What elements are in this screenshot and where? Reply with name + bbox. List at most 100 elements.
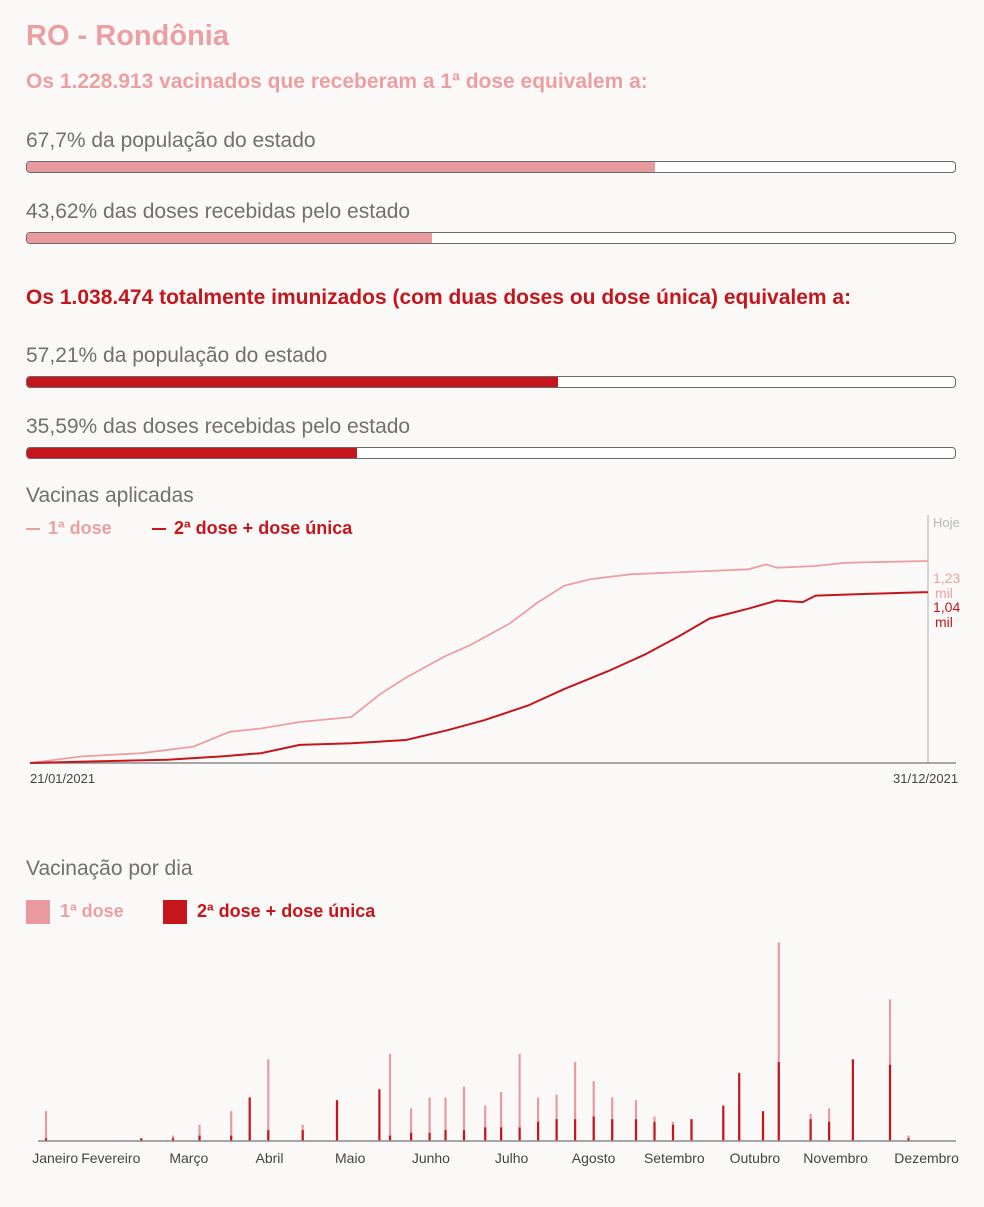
bar-first-dose xyxy=(555,1094,558,1141)
full-doses-label: 35,59% das doses recebidas pelo estado xyxy=(26,415,411,438)
bar-second-dose xyxy=(592,1116,595,1141)
month-label: Novembro xyxy=(803,1150,868,1166)
bar-second-dose xyxy=(851,1059,854,1141)
bar-second-dose xyxy=(537,1121,540,1141)
bar-second-dose xyxy=(378,1089,381,1141)
month-label: Março xyxy=(169,1150,208,1166)
legend-line-first-icon xyxy=(26,528,40,531)
x-tick-start: 21/01/2021 xyxy=(30,771,95,786)
bar-second-dose xyxy=(907,1138,910,1141)
bar-second-dose xyxy=(267,1130,270,1141)
cumulative-legend-second: 2ª dose + dose única xyxy=(152,518,352,539)
month-label: Agosto xyxy=(572,1150,616,1166)
first-dose-doses-label: 43,62% das doses recebidas pelo estado xyxy=(26,200,411,223)
bar-second-dose xyxy=(809,1119,812,1141)
bar-first-dose xyxy=(410,1108,413,1141)
bar-second-dose xyxy=(518,1127,521,1141)
bar-second-dose xyxy=(484,1127,487,1141)
bar-first-dose xyxy=(484,1105,487,1141)
bar-first-dose xyxy=(592,1081,595,1141)
first-dose-doses-bar xyxy=(26,232,956,244)
first-dose-headline: Os 1.228.913 vacinados que receberam a 1… xyxy=(26,70,648,93)
bar-first-dose xyxy=(907,1135,910,1141)
bar-second-dose xyxy=(44,1138,48,1141)
bar-second-dose xyxy=(722,1105,725,1141)
legend-line-second-icon xyxy=(152,528,166,531)
bar-second-dose xyxy=(230,1135,233,1141)
bar-first-dose xyxy=(198,1124,201,1141)
bar-first-dose xyxy=(574,1062,577,1141)
daily-bar-chart: Janeiro Fevereiro Março Abril Maio Junho Julho… xyxy=(32,942,959,1166)
bar-second-dose xyxy=(444,1130,447,1141)
bar-second-dose xyxy=(500,1127,503,1141)
first-dose-doses-fill xyxy=(27,233,432,243)
full-population-label: 57,21% da população do estado xyxy=(26,344,328,367)
bar-first-dose xyxy=(428,1097,431,1141)
today-label: Hoje xyxy=(933,515,960,530)
month-label: Junho xyxy=(412,1150,450,1166)
daily-legend-first-label: 1ª dose xyxy=(60,901,124,921)
bar-first-dose xyxy=(44,1111,48,1141)
bar-first-dose xyxy=(267,1059,270,1141)
fully-immunized-headline: Os 1.038.474 totalmente imunizados (com … xyxy=(26,286,852,309)
end-label-second-unit: mil xyxy=(935,614,953,630)
month-label: Fevereiro xyxy=(81,1150,140,1166)
first-dose-population-label: 67,7% da população do estado xyxy=(26,129,316,152)
page-title: RO - Rondônia xyxy=(26,20,229,52)
bar-first-dose xyxy=(500,1092,503,1141)
first-dose-population-bar xyxy=(26,161,956,173)
cumulative-legend-first-label: 1ª dose xyxy=(48,518,112,538)
bar-first-dose xyxy=(230,1111,233,1141)
bar-first-dose xyxy=(462,1086,466,1141)
month-label: Janeiro xyxy=(32,1150,78,1166)
series-line-second-dose xyxy=(29,591,928,764)
bar-first-dose xyxy=(171,1135,175,1141)
cumulative-chart-title: Vacinas aplicadas xyxy=(26,484,194,507)
bar-second-dose xyxy=(634,1119,638,1141)
bar-second-dose xyxy=(671,1124,675,1141)
month-label: Dezembro xyxy=(894,1150,959,1166)
month-label: Maio xyxy=(335,1150,366,1166)
legend-swatch-first-icon xyxy=(26,900,50,924)
bar-second-dose xyxy=(301,1130,304,1141)
bar-second-dose xyxy=(738,1072,741,1141)
bar-second-dose xyxy=(248,1097,251,1141)
full-population-bar xyxy=(26,376,956,388)
bar-second-dose xyxy=(171,1138,175,1141)
bar-second-dose xyxy=(555,1119,558,1141)
bar-second-dose xyxy=(888,1064,892,1141)
end-label-first-value: 1,23 xyxy=(933,570,960,586)
month-label: Julho xyxy=(495,1150,529,1166)
bar-first-dose xyxy=(518,1053,521,1141)
month-label: Abril xyxy=(255,1150,283,1166)
full-doses-bar xyxy=(26,447,956,459)
bar-second-dose xyxy=(574,1119,577,1141)
bar-second-dose xyxy=(690,1119,693,1141)
bar-second-dose xyxy=(140,1138,143,1141)
end-label-first-unit: mil xyxy=(935,585,953,601)
legend-swatch-second-icon xyxy=(163,900,187,924)
bar-first-dose xyxy=(537,1097,540,1141)
month-label: Setembro xyxy=(644,1150,705,1166)
month-label: Outubro xyxy=(730,1150,781,1166)
series-line-first-dose xyxy=(29,560,928,764)
bar-second-dose xyxy=(611,1119,614,1141)
bar-second-dose xyxy=(777,1062,780,1141)
cumulative-line-chart: Hoje 21/01/2021 31/12/2021 1,23 mil 1,04… xyxy=(29,515,960,786)
bar-first-dose xyxy=(444,1097,447,1141)
end-label-second-value: 1,04 xyxy=(933,599,960,615)
cumulative-legend-second-label: 2ª dose + dose única xyxy=(174,518,353,538)
bar-second-dose xyxy=(462,1130,466,1141)
daily-chart-title: Vacinação por dia xyxy=(26,857,193,880)
bar-second-dose xyxy=(198,1135,201,1141)
first-dose-population-fill xyxy=(27,162,656,172)
x-tick-end: 31/12/2021 xyxy=(893,771,958,786)
bar-second-dose xyxy=(335,1100,339,1141)
bar-second-dose xyxy=(410,1132,413,1141)
bar-second-dose xyxy=(761,1111,765,1141)
bar-second-dose xyxy=(653,1121,656,1141)
cumulative-legend-first: 1ª dose xyxy=(26,518,112,539)
daily-legend-second-label: 2ª dose + dose única xyxy=(197,901,376,921)
bar-first-dose xyxy=(777,942,780,1141)
bar-second-dose xyxy=(828,1121,831,1141)
